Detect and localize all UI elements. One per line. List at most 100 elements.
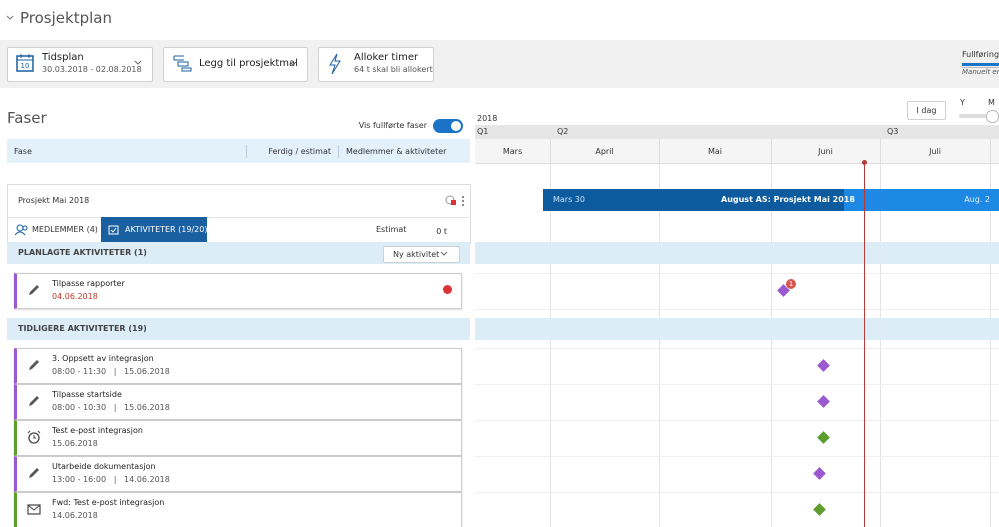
activity-details: 13:00 - 16:00 | 14.06.2018 — [52, 475, 170, 484]
activity-icon — [27, 430, 41, 444]
activity-card[interactable] — [14, 492, 462, 527]
bar-end: Aug. 2 — [964, 195, 990, 204]
row-line — [475, 309, 999, 310]
activity-details: 15.06.2018 — [52, 439, 98, 448]
month-divider — [771, 139, 772, 163]
members-icon — [15, 224, 28, 236]
month-row — [475, 139, 999, 164]
month-label: Mai — [707, 147, 723, 156]
dropdown-icon — [134, 60, 142, 65]
estimate-value: 0 t — [436, 227, 447, 236]
month-label: April — [595, 147, 614, 156]
divider — [8, 217, 469, 218]
activity-icon — [29, 396, 39, 406]
schedule-label: Tidsplan — [42, 52, 84, 63]
activity-diamond[interactable] — [813, 467, 826, 480]
activity-icon — [29, 285, 39, 295]
month-label: Mars — [502, 147, 523, 156]
activity-diamond[interactable] — [817, 395, 830, 408]
new-activity-button[interactable]: Ny aktivitet — [383, 246, 460, 263]
schedule-button[interactable] — [7, 47, 153, 82]
activity-card[interactable] — [14, 384, 462, 420]
section-band — [475, 318, 999, 340]
project-card — [7, 184, 471, 244]
month-divider — [880, 139, 881, 163]
progress-label: Fullførings — [962, 50, 999, 59]
row-line — [475, 273, 999, 274]
activity-title: Tilpasse rapporter — [52, 279, 125, 288]
progress-bar — [962, 63, 999, 66]
grid-line — [659, 163, 660, 527]
section-band — [7, 318, 470, 340]
column-divider — [246, 145, 247, 158]
column-divider — [338, 145, 339, 158]
lightning-icon — [329, 53, 341, 75]
activity-card[interactable] — [14, 420, 462, 456]
activity-diamond[interactable] — [813, 503, 826, 516]
column-header — [7, 139, 470, 163]
svg-text:10: 10 — [21, 62, 30, 70]
zoom-knob[interactable] — [986, 110, 999, 123]
bar-title: August AS: Prosjekt Mai 2018 — [721, 195, 855, 204]
layers-icon — [173, 55, 192, 72]
activity-icon — [29, 468, 39, 478]
activity-diamond[interactable] — [817, 359, 830, 372]
allocate-sub: 64 t skal bli allokert — [354, 65, 433, 74]
zoom-label: Y — [960, 98, 965, 107]
tab-members[interactable]: MEDLEMMER (4) — [32, 225, 98, 234]
section-band — [475, 242, 999, 264]
zoom-label: M — [988, 98, 995, 107]
activity-icon — [27, 504, 41, 515]
estimate-label: Estimat — [376, 225, 407, 234]
today-button[interactable]: I dag — [907, 101, 946, 120]
page-title: Prosjektplan — [20, 9, 112, 27]
tab-activities-bg[interactable] — [101, 217, 207, 242]
month-label: Juni — [818, 147, 833, 156]
activity-title: Test e-post integrasjon — [52, 426, 143, 435]
completed-toggle[interactable] — [433, 119, 463, 133]
row-line — [475, 348, 999, 349]
project-bar-rest[interactable] — [844, 189, 999, 211]
row-line — [475, 456, 999, 457]
activity-title: Utarbeide dokumentasjon — [52, 462, 156, 471]
column-label: Fase — [14, 147, 32, 156]
tab-activities[interactable]: AKTIVITETER (19/20) — [125, 225, 208, 234]
collapse-icon[interactable] — [6, 14, 14, 22]
column-label: Ferdig / estimat — [268, 147, 331, 156]
activity-card[interactable] — [14, 456, 462, 492]
grid-line — [880, 163, 881, 527]
activity-icon — [29, 360, 39, 370]
quarter-label: Q1 — [477, 127, 489, 136]
month-divider — [659, 139, 660, 163]
row-line — [475, 492, 999, 493]
project-bar[interactable] — [543, 189, 844, 211]
activity-card[interactable] — [14, 348, 462, 384]
allocate-label: Alloker timer — [354, 52, 419, 63]
activity-details: 08:00 - 10:30 | 15.06.2018 — [52, 403, 170, 412]
activity-details: 14.06.2018 — [52, 511, 98, 520]
section-band — [7, 242, 470, 264]
project-icons[interactable] — [445, 195, 467, 207]
grid-line — [550, 163, 551, 527]
activity-diamond[interactable] — [817, 431, 830, 444]
year-label: 2018 — [477, 114, 498, 123]
zoom-slider[interactable] — [959, 114, 999, 118]
section-title: TIDLIGERE AKTIVITETER (19) — [18, 324, 147, 333]
progress-note: Manuelt end — [962, 68, 999, 76]
activity-card[interactable] — [14, 273, 462, 309]
month-divider — [990, 139, 991, 163]
layout — [451, 121, 461, 131]
template-button[interactable] — [163, 47, 308, 82]
activity-title: Tilpasse startside — [52, 390, 122, 399]
month-label: Juli — [929, 147, 941, 156]
activity-title: 3. Oppsett av integrasjon — [52, 354, 154, 363]
column-label: Medlemmer & aktiviteter — [346, 147, 447, 156]
quarter-label: Q2 — [557, 127, 569, 136]
today-line — [864, 163, 865, 527]
activities-icon — [108, 225, 119, 235]
activity-details: 08:00 - 11:30 | 15.06.2018 — [52, 367, 170, 376]
row-line — [475, 420, 999, 421]
bar-start: Mars 30 — [553, 195, 585, 204]
phases-title: Faser — [7, 109, 47, 127]
